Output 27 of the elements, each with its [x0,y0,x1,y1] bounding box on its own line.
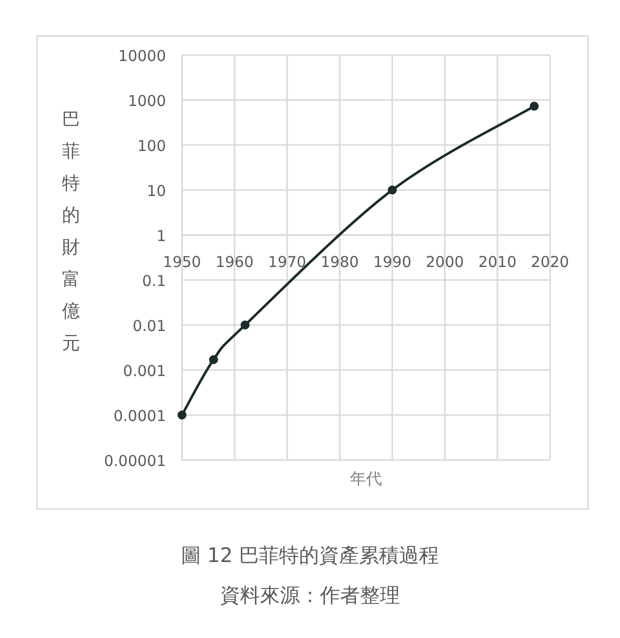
text: 圖 12 巴菲特的資產累積過程 [180,543,440,567]
y-tick-label: 10 [146,182,166,200]
x-tick-label: 2000 [426,253,464,271]
y-tick-label: 10000 [118,47,166,65]
x-tick-label: 2020 [530,253,570,271]
point [178,410,186,420]
y-tick-label: 0.00001 [104,452,166,470]
point [209,355,218,364]
y-tick-label: 0.01 [132,317,166,335]
y-axis-title: 巴菲特的財富億元 [62,109,80,354]
y-tick-label: 1000 [128,92,166,110]
x-tick-label: 2010 [478,253,517,271]
y-tick-label: 0.0001 [114,407,166,425]
y-tick-label: 100 [137,137,166,155]
source-note: 資料來源：作者整理 [220,583,400,607]
x-axis-title: 年代 [350,469,382,488]
x-tick-label: 1990 [373,253,412,271]
point [388,186,397,194]
point [240,320,250,330]
y-tick-label: 0.1 [142,272,166,290]
y-tick-label: 0.001 [123,362,166,380]
x-tick-label: 1970 [268,253,306,271]
x-tick-label: 1950 [162,253,202,271]
point [530,102,539,111]
x-tick-label: 1980 [320,253,359,271]
y-tick-label: 1 [156,227,166,245]
x-tick-label: 1960 [215,253,254,271]
